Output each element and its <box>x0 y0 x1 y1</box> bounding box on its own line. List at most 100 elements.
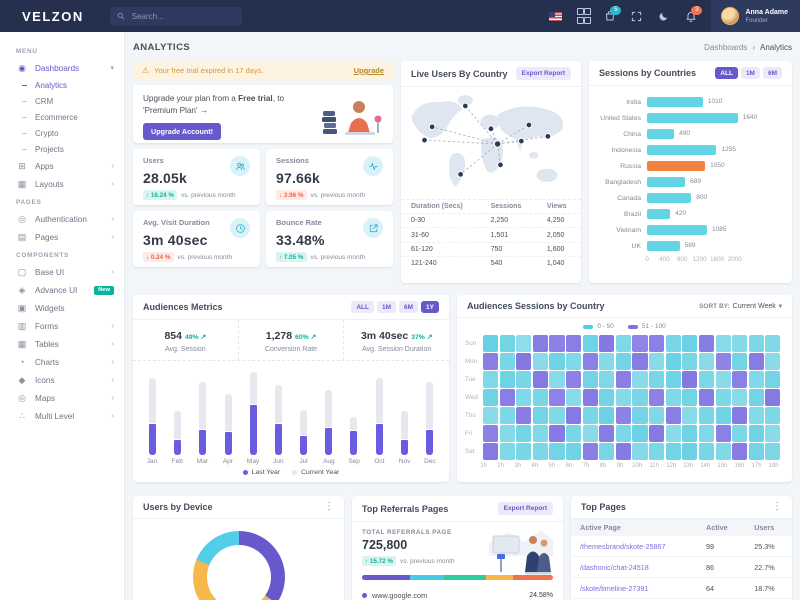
sidebar-item-label: Advance UI <box>35 285 78 295</box>
export-report-button[interactable]: Export Report <box>497 502 553 515</box>
sidebar-item-dashboards[interactable]: ◉ Dashboards ▾ <box>0 59 124 77</box>
breadcrumb-root[interactable]: Dashboards <box>704 42 748 52</box>
upgrade-account-button[interactable]: Upgrade Account! <box>143 122 222 140</box>
sidebar-item-apps[interactable]: ⊞ Apps › <box>0 157 124 175</box>
metrics-range-6m-button[interactable]: 6M <box>399 301 419 313</box>
kebab-menu-icon[interactable]: ⋮ <box>324 501 334 512</box>
sessions-range-all-button[interactable]: ALL <box>715 67 738 79</box>
active-page-link[interactable]: /dashonic/chat-24518 <box>571 556 698 578</box>
sidebar-item-crypto[interactable]: Crypto <box>0 125 124 141</box>
upgrade-plan-card: Upgrade your plan from a Free trial, to … <box>133 85 393 143</box>
stat-value: 97.66k <box>276 170 321 186</box>
stat-label: Users <box>143 156 164 165</box>
duration-table: Duration (Secs) Sessions Views 0-30 2,250 4,… <box>401 199 581 271</box>
active-page-link[interactable]: /themesbrand/skote-25867 <box>571 536 698 557</box>
dark-mode-moon-icon[interactable] <box>657 10 670 23</box>
heatmap-legend: 0 - 50 51 - 100 <box>457 318 792 333</box>
sidebar-item-maps[interactable]: ◎ Maps › <box>0 389 124 407</box>
heatmap-cell <box>483 389 499 406</box>
heatmap-cell <box>732 335 748 352</box>
heatmap-cell <box>516 443 532 460</box>
referrals-delta-badge: ↑ 15.72 % <box>362 556 397 566</box>
heatmap-cell <box>715 389 731 406</box>
sidebar-item-pages[interactable]: ▤ Pages › <box>0 228 124 246</box>
heatmap-cell <box>483 353 499 370</box>
heatmap-cell <box>549 389 565 406</box>
heatmap-cell <box>615 407 631 424</box>
apps-grid-icon[interactable] <box>576 8 591 24</box>
heatmap-hour-label: 13h <box>683 463 694 469</box>
sidebar-item-ecommerce[interactable]: Ecommerce <box>0 109 124 125</box>
sessions-bar-row: China 490 <box>595 126 782 142</box>
heatmap-cell <box>499 335 515 352</box>
sidebar-item-projects[interactable]: Projects <box>0 141 124 157</box>
sidebar-item-authentication[interactable]: ◎ Authentication › <box>0 210 124 228</box>
metrics-range-all-button[interactable]: ALL <box>351 301 374 313</box>
activity-icon <box>363 156 383 176</box>
kebab-menu-icon[interactable]: ⋮ <box>772 501 782 512</box>
heatmap-cell <box>599 389 615 406</box>
sessions-range-1m-button[interactable]: 1M <box>740 67 760 79</box>
stat-delta-badge: ↓ 3.96 % <box>276 190 307 200</box>
heatmap-cell <box>665 389 681 406</box>
sidebar-item-analytics[interactable]: Analytics <box>0 77 124 93</box>
sessions-range-6m-button[interactable]: 6M <box>762 67 782 79</box>
topbar-actions: 5 3 <box>549 5 703 24</box>
export-report-button[interactable]: Export Report <box>515 67 571 80</box>
metrics-range-1y-button[interactable]: 1Y <box>421 301 439 313</box>
sidebar-item-crm[interactable]: CRM <box>0 93 124 109</box>
user-menu[interactable]: Anna Adame Founder <box>711 0 800 32</box>
sessions-bar-area: 1050 <box>647 161 782 171</box>
sidebar-item-base-ui[interactable]: ▢ Base UI › <box>0 263 124 281</box>
sort-by-dropdown[interactable]: SORT BY: Current Week ▾ <box>699 302 782 311</box>
audiences-sessions-card: Audiences Sessions by Country SORT BY: C… <box>457 295 792 482</box>
audiences-metrics-card: Audiences Metrics ALL 1M 6M 1Y 854 49% ↗ Avg.… <box>133 295 449 482</box>
sub-item-dash <box>22 148 27 150</box>
app-logo[interactable]: VELZON <box>22 8 84 24</box>
table-cell: 1,040 <box>546 260 565 268</box>
sidebar-item-label: Multi Level <box>35 411 75 421</box>
table-row: 31-60 1,501 2,050 <box>401 227 581 243</box>
device-donut-chart <box>192 531 285 600</box>
metrics-range-1m-button[interactable]: 1M <box>376 301 397 313</box>
trial-expiry-alert: ⚠ Your free trial expired in 17 days. Up… <box>133 61 393 80</box>
legend-dot <box>292 470 298 475</box>
chevron-down-icon: ▾ <box>778 303 782 310</box>
heatmap-row-mon: Mon <box>465 353 782 370</box>
active-page-link[interactable]: /themesbrand/minia-26441 <box>571 598 698 600</box>
chevron-right-icon: › <box>111 233 114 241</box>
heatmap-row-tue: Tue <box>465 371 782 388</box>
notifications-bell-icon[interactable]: 3 <box>684 5 703 23</box>
authentication-icon: ◎ <box>18 213 26 224</box>
sort-by-value: Current Week <box>732 302 776 310</box>
referral-item[interactable]: www.google.com 24.58% <box>362 587 553 600</box>
table-cell: 61-120 <box>401 242 481 258</box>
global-search[interactable] <box>109 6 242 26</box>
alert-upgrade-link[interactable]: Upgrade <box>353 66 384 75</box>
heatmap-cell <box>748 353 764 370</box>
sessions-x-axis: 0 400 800 1200 1600 2000 <box>645 254 754 264</box>
fullscreen-icon[interactable] <box>630 10 643 23</box>
language-flag-icon[interactable] <box>549 10 563 23</box>
heatmap-cell <box>566 335 582 352</box>
cart-icon[interactable]: 5 <box>603 5 622 23</box>
sessions-bar-value: 689 <box>690 178 701 185</box>
top-pages-card: Top Pages ⋮ Active Page Active Users /them… <box>571 496 792 600</box>
cart-badge: 5 <box>610 5 622 15</box>
sidebar-item-advance-ui[interactable]: ◈ Advance UI New <box>0 281 124 299</box>
heatmap-cell <box>599 407 615 424</box>
sidebar-item-layouts[interactable]: ▦ Layouts › <box>0 175 124 193</box>
sessions-bar-row: Vietnam 1085 <box>595 222 782 238</box>
sidebar-item-tables[interactable]: ▦ Tables › <box>0 335 124 353</box>
sidebar-item-widgets[interactable]: ▣ Widgets <box>0 299 124 317</box>
sidebar-item-multi-level[interactable]: ∴ Multi Level › <box>0 407 124 425</box>
stat-note: ↑ 7.05 % vs. previous month <box>276 252 383 262</box>
sidebar-item-forms[interactable]: ▥ Forms › <box>0 317 124 335</box>
base-ui-icon: ▢ <box>17 266 27 277</box>
month-label: Jan <box>146 458 158 465</box>
sidebar-item-icons[interactable]: ◆ Icons › <box>0 371 124 389</box>
heatmap-cell <box>532 389 548 406</box>
sidebar-item-charts[interactable]: ◔ Charts › <box>0 353 124 371</box>
search-input[interactable] <box>129 10 224 22</box>
active-page-link[interactable]: /skote/timeline-27391 <box>571 577 698 599</box>
